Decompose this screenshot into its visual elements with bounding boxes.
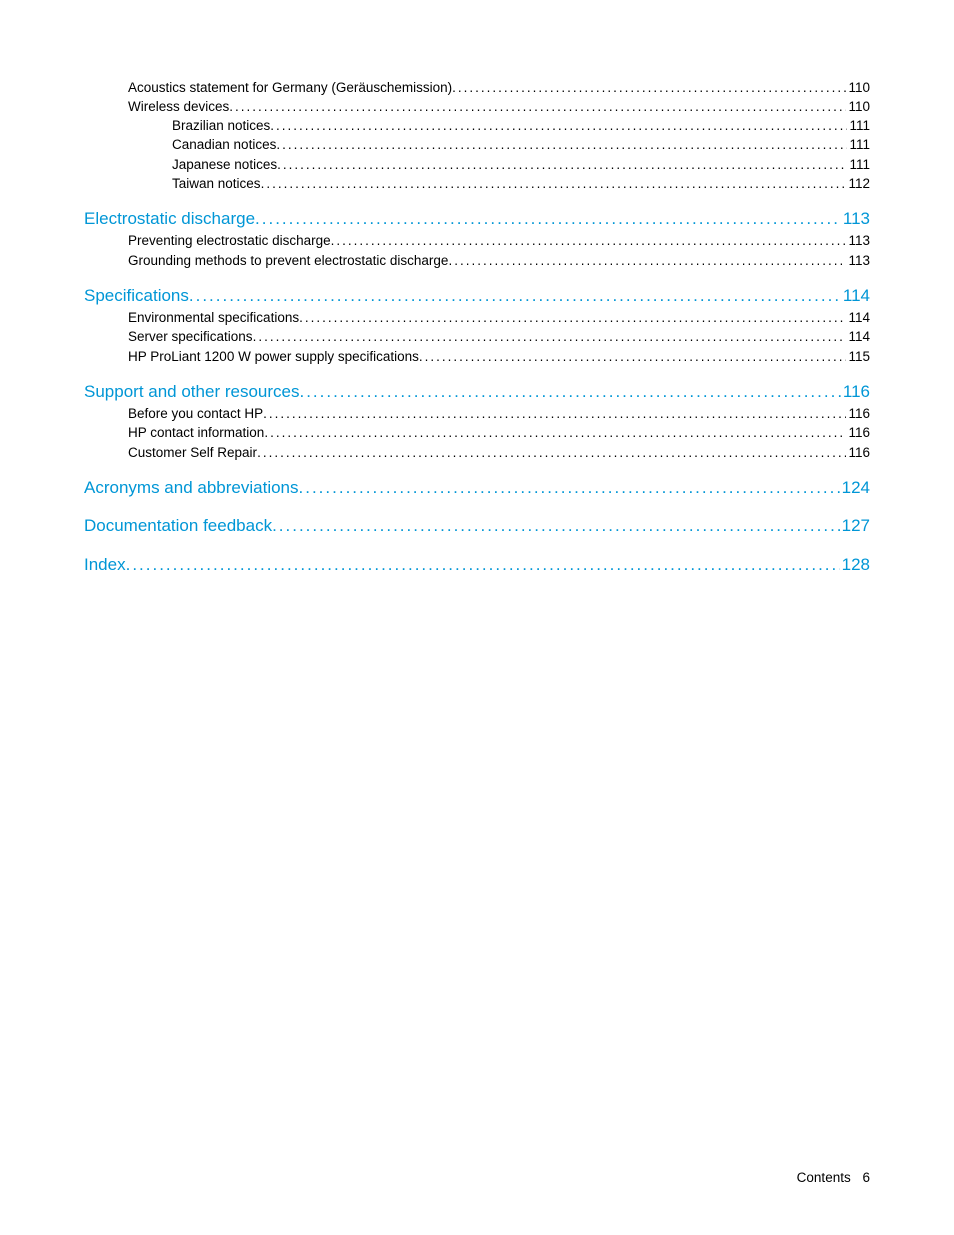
toc-dot-leader xyxy=(270,116,847,135)
toc-entry[interactable]: Acronyms and abbreviations 124 xyxy=(84,475,870,501)
toc-dot-leader xyxy=(419,347,847,366)
toc-entry-label: Acoustics statement for Germany (Geräusc… xyxy=(128,78,452,97)
toc-entry-page: 124 xyxy=(840,475,870,501)
toc-dot-leader xyxy=(331,231,847,250)
toc-dot-leader xyxy=(264,423,846,442)
toc-entry-page: 115 xyxy=(846,347,870,366)
toc-dot-leader xyxy=(276,135,847,154)
toc-entry-page: 111 xyxy=(847,135,870,154)
toc-entry: Server specifications 114 xyxy=(84,327,870,346)
toc-entry: HP ProLiant 1200 W power supply specific… xyxy=(84,347,870,366)
toc-entry-page: 110 xyxy=(846,97,870,116)
toc-entry: Environmental specifications 114 xyxy=(84,308,870,327)
toc-dot-leader xyxy=(255,206,841,232)
toc-entry-page: 111 xyxy=(847,155,870,174)
toc-entry-page: 116 xyxy=(846,404,870,423)
toc-entry-page: 114 xyxy=(841,283,870,309)
toc-entry-page: 116 xyxy=(841,379,870,405)
toc-entry-page: 114 xyxy=(846,327,870,346)
toc-entry-label: Brazilian notices xyxy=(172,116,270,135)
toc-dot-leader xyxy=(277,155,847,174)
toc-dot-leader xyxy=(452,78,846,97)
toc-entry-label: Documentation feedback xyxy=(84,513,272,539)
toc-entry-page: 116 xyxy=(846,443,870,462)
toc-entry-label: Before you contact HP xyxy=(128,404,263,423)
toc-entry: Preventing electrostatic discharge 113 xyxy=(84,231,870,250)
toc-entry-label: Environmental specifications xyxy=(128,308,299,327)
toc-dot-leader xyxy=(272,513,840,539)
toc-entry-page: 113 xyxy=(846,231,870,250)
toc-entry-label: Electrostatic discharge xyxy=(84,206,255,232)
toc-entry-label: Index xyxy=(84,552,126,578)
toc-dot-leader xyxy=(257,443,846,462)
toc-entry-label: Preventing electrostatic discharge xyxy=(128,231,331,250)
toc-entry-label: Grounding methods to prevent electrostat… xyxy=(128,251,448,270)
toc-entry-page: 113 xyxy=(841,206,870,232)
toc-dot-leader xyxy=(261,174,847,193)
toc-dot-leader xyxy=(299,379,840,405)
toc-dot-leader xyxy=(448,251,846,270)
toc-entry: Before you contact HP 116 xyxy=(84,404,870,423)
toc-entry: Japanese notices 111 xyxy=(84,155,870,174)
toc-entry-page: 116 xyxy=(846,423,870,442)
toc-entry-page: 127 xyxy=(840,513,870,539)
toc-entry: Customer Self Repair 116 xyxy=(84,443,870,462)
page-footer: Contents 6 xyxy=(797,1170,870,1185)
toc-entry: Brazilian notices 111 xyxy=(84,116,870,135)
toc-entry[interactable]: Documentation feedback 127 xyxy=(84,513,870,539)
toc-entry: Wireless devices 110 xyxy=(84,97,870,116)
toc-dot-leader xyxy=(263,404,846,423)
toc-entry-page: 112 xyxy=(846,174,870,193)
toc-entry[interactable]: Support and other resources 116 xyxy=(84,379,870,405)
toc-entry-label: HP contact information xyxy=(128,423,264,442)
toc-entry: Canadian notices 111 xyxy=(84,135,870,154)
toc-entry-label: Taiwan notices xyxy=(172,174,261,193)
toc-entry-label: HP ProLiant 1200 W power supply specific… xyxy=(128,347,419,366)
toc-entry-label: Server specifications xyxy=(128,327,253,346)
toc-entry[interactable]: Electrostatic discharge 113 xyxy=(84,206,870,232)
toc-entry-page: 110 xyxy=(846,78,870,97)
toc-entry-label: Wireless devices xyxy=(128,97,229,116)
toc-container: Acoustics statement for Germany (Geräusc… xyxy=(0,0,954,577)
toc-entry-label: Japanese notices xyxy=(172,155,277,174)
toc-dot-leader xyxy=(189,283,841,309)
toc-entry-page: 128 xyxy=(840,552,870,578)
toc-entry-label: Canadian notices xyxy=(172,135,276,154)
toc-entry[interactable]: Index 128 xyxy=(84,552,870,578)
toc-entry-page: 114 xyxy=(846,308,870,327)
toc-entry-label: Specifications xyxy=(84,283,189,309)
toc-entry-label: Acronyms and abbreviations xyxy=(84,475,299,501)
toc-dot-leader xyxy=(126,552,840,578)
toc-entry: HP contact information 116 xyxy=(84,423,870,442)
toc-dot-leader xyxy=(299,308,846,327)
toc-entry-label: Customer Self Repair xyxy=(128,443,257,462)
toc-entry: Grounding methods to prevent electrostat… xyxy=(84,251,870,270)
toc-entry-page: 113 xyxy=(846,251,870,270)
toc-entry-label: Support and other resources xyxy=(84,379,299,405)
footer-label: Contents xyxy=(797,1170,851,1185)
toc-entry[interactable]: Specifications 114 xyxy=(84,283,870,309)
toc-entry-page: 111 xyxy=(847,116,870,135)
toc-dot-leader xyxy=(299,475,840,501)
toc-dot-leader xyxy=(253,327,847,346)
toc-entry: Taiwan notices 112 xyxy=(84,174,870,193)
toc-dot-leader xyxy=(229,97,846,116)
footer-page-number: 6 xyxy=(862,1170,870,1185)
toc-entry: Acoustics statement for Germany (Geräusc… xyxy=(84,78,870,97)
